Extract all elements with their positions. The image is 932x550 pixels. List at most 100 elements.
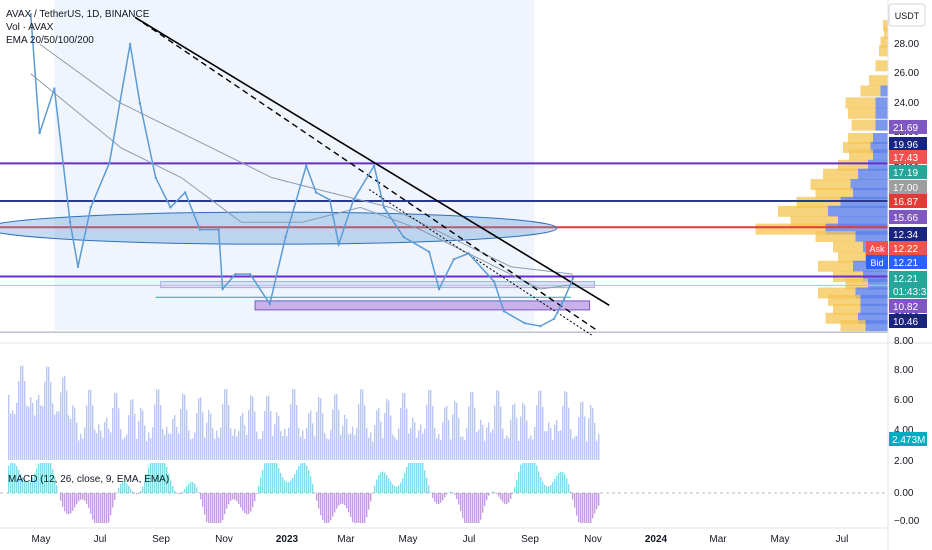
macd-histogram-bar (408, 463, 410, 493)
macd-histogram-bar (156, 463, 158, 493)
volume-bar (152, 427, 154, 460)
macd-histogram-bar (76, 493, 78, 505)
volume-bar (356, 427, 358, 460)
macd-histogram-bar (152, 463, 154, 493)
macd-histogram-bar (104, 493, 106, 523)
volume-bar (164, 434, 166, 460)
price-point (53, 87, 56, 90)
price-label: 12.21 (893, 274, 918, 285)
volume-bar (242, 412, 244, 460)
volume-bar (304, 438, 306, 460)
macd-histogram-bar (494, 492, 496, 493)
volume-bar (78, 440, 80, 460)
volume-profile-sell-bar (875, 107, 888, 119)
volume-bar (582, 401, 584, 460)
volume-bar (176, 426, 178, 460)
macd-indicator-label[interactable]: MACD (12, 26, close, 9, EMA, EMA) (8, 474, 170, 485)
ellipse-zone (0, 211, 558, 245)
volume-bar (180, 408, 182, 460)
macd-histogram-bar (456, 493, 458, 499)
time-tick-label: Mar (709, 534, 727, 545)
volume-bar (436, 438, 438, 460)
price-tick-label: 26.00 (894, 68, 919, 79)
macd-histogram-bar (386, 474, 388, 493)
price-point (467, 252, 470, 255)
macd-histogram-bar (22, 477, 24, 493)
macd-histogram-bar (546, 486, 548, 493)
volume-bar (484, 440, 486, 460)
macd-histogram-bar (520, 464, 522, 493)
macd-histogram-bar (16, 466, 18, 493)
volume-bar (586, 441, 588, 460)
volume-bar (16, 402, 18, 460)
volume-bar (126, 434, 128, 460)
macd-histogram-bar (162, 463, 164, 493)
volume-bar (206, 422, 208, 460)
volume-bar (486, 427, 488, 460)
macd-histogram-bar (12, 463, 14, 493)
volume-bar (392, 434, 394, 460)
volume-bar (496, 390, 498, 460)
time-tick-label: Jul (463, 534, 476, 545)
volume-profile-buy-bar (833, 303, 861, 315)
macd-histogram-bar (142, 486, 144, 493)
volume-bar (540, 390, 542, 460)
volume-bar (458, 417, 460, 460)
volume-bar (58, 411, 60, 460)
macd-histogram-bar (570, 491, 572, 493)
volume-bar (86, 405, 88, 460)
volume-bar (110, 432, 112, 460)
price-point (328, 198, 332, 202)
price-tag: Bid (870, 258, 883, 268)
price-point (562, 298, 566, 301)
volume-profile-sell-bar (870, 141, 888, 153)
volume-bar (232, 435, 234, 460)
volume-bar (318, 396, 320, 460)
macd-histogram-bar (266, 463, 268, 493)
volume-bar (300, 436, 302, 460)
macd-histogram-bar (48, 463, 50, 493)
ema-indicator-label[interactable]: EMA 20/50/100/200 (6, 35, 94, 46)
price-point (284, 235, 287, 239)
macd-histogram-bar (528, 463, 530, 493)
volume-bar (370, 432, 372, 460)
time-tick-label: Mar (337, 534, 355, 545)
macd-histogram-bar (438, 493, 440, 505)
volume-bar (280, 431, 282, 460)
volume-bar (552, 440, 554, 460)
macd-histogram-bar (238, 493, 240, 505)
volume-bar (376, 410, 378, 460)
volume-bar (380, 421, 382, 460)
volume-bar (62, 377, 64, 460)
macd-histogram-bar (484, 493, 486, 507)
price-point (452, 258, 456, 261)
volume-bar (554, 424, 556, 460)
volume-bar (354, 435, 356, 460)
volume-indicator-label[interactable]: Vol · AVAX (6, 22, 54, 33)
macd-histogram-bar (36, 468, 38, 493)
volume-bar (120, 429, 122, 460)
macd-histogram-bar (166, 466, 168, 493)
volume-profile-buy-bar (818, 260, 853, 272)
volume-profile-buy-bar (815, 231, 856, 243)
volume-bar (408, 433, 410, 460)
macd-histogram-bar (344, 493, 346, 506)
volume-bar (190, 439, 192, 460)
macd-histogram-bar (146, 474, 148, 493)
volume-bar (578, 417, 580, 460)
macd-histogram-bar (444, 493, 446, 498)
volume-bar (128, 415, 130, 460)
volume-bar (498, 391, 500, 460)
volume-bar (156, 389, 158, 460)
volume-bar (22, 365, 24, 460)
volume-bar (544, 431, 546, 460)
symbol-title[interactable]: AVAX / TetherUS, 1D, BINANCE (6, 9, 150, 20)
volume-tick-label: 0.00 (894, 0, 914, 3)
volume-bar (336, 394, 338, 460)
macd-histogram-bar (212, 493, 214, 523)
macd-histogram-bar (276, 463, 278, 493)
volume-bar (188, 430, 190, 460)
macd-histogram-bar (80, 493, 82, 500)
volume-bar (210, 413, 212, 460)
